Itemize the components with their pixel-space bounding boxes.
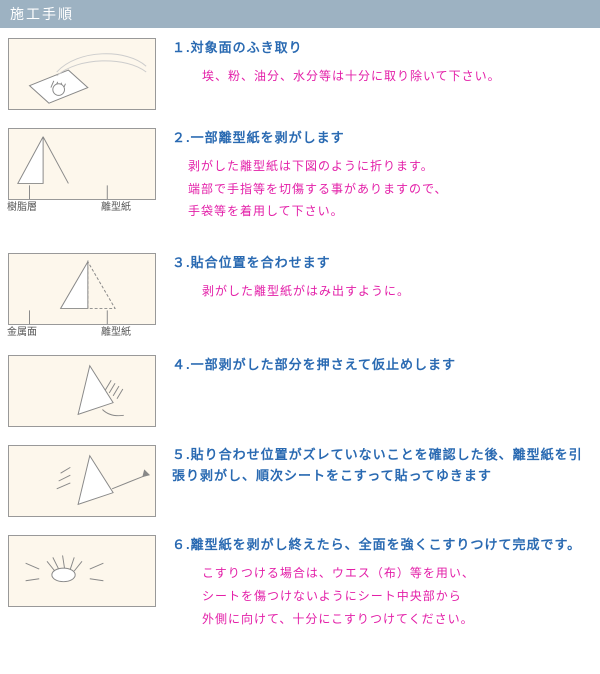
- step-6: ６.離型紙を剥がし終えたら、全面を強くこすりつけて完成です。 こすりつける場合は…: [8, 535, 592, 630]
- step-2-text: ２.一部離型紙を剥がします 剥がした離型紙は下図のように折ります。端部で手指等を…: [172, 128, 592, 223]
- step-6-desc: こすりつける場合は、ウエス（布）等を用い、シートを傷つけないようにシート中央部か…: [172, 562, 592, 630]
- step-5-thumb: [8, 445, 156, 517]
- thumb-label: 離型紙: [101, 328, 131, 338]
- step-1-title: １.対象面のふき取り: [172, 38, 592, 59]
- step-1-text: １.対象面のふき取り 埃、粉、油分、水分等は十分に取り除いて下さい。: [172, 38, 592, 88]
- step-4: ４.一部剥がした部分を押さえて仮止めします: [8, 355, 592, 427]
- step-4-text: ４.一部剥がした部分を押さえて仮止めします: [172, 355, 592, 382]
- step-5: ５.貼り合わせ位置がズレていないことを確認した後、離型紙を引張り剥がし、順次シー…: [8, 445, 592, 517]
- step-4-thumb: [8, 355, 156, 427]
- step-6-title: ６.離型紙を剥がし終えたら、全面を強くこすりつけて完成です。: [172, 535, 592, 556]
- step-2-desc: 剥がした離型紙は下図のように折ります。端部で手指等を切傷する事がありますので、手…: [172, 155, 592, 223]
- step-3-title: ３.貼合位置を合わせます: [172, 253, 592, 274]
- header-title: 施工手順: [10, 6, 74, 22]
- step-6-text: ６.離型紙を剥がし終えたら、全面を強くこすりつけて完成です。 こすりつける場合は…: [172, 535, 592, 630]
- thumb-label: 金属面: [7, 328, 37, 338]
- content: １.対象面のふき取り 埃、粉、油分、水分等は十分に取り除いて下さい。 樹脂層離型…: [0, 28, 600, 668]
- step-1: １.対象面のふき取り 埃、粉、油分、水分等は十分に取り除いて下さい。: [8, 38, 592, 110]
- step-2-thumb: 樹脂層離型紙: [8, 128, 156, 200]
- step-3: 金属面離型紙 ３.貼合位置を合わせます 剥がした離型紙がはみ出すように。: [8, 253, 592, 325]
- step-3-thumb: 金属面離型紙: [8, 253, 156, 325]
- step-5-text: ５.貼り合わせ位置がズレていないことを確認した後、離型紙を引張り剥がし、順次シー…: [172, 445, 592, 493]
- header-bar: 施工手順: [0, 0, 600, 28]
- step-2-title: ２.一部離型紙を剥がします: [172, 128, 592, 149]
- step-2: 樹脂層離型紙 ２.一部離型紙を剥がします 剥がした離型紙は下図のように折ります。…: [8, 128, 592, 223]
- step-1-desc: 埃、粉、油分、水分等は十分に取り除いて下さい。: [172, 65, 592, 88]
- step-3-desc: 剥がした離型紙がはみ出すように。: [172, 280, 592, 303]
- step-4-title: ４.一部剥がした部分を押さえて仮止めします: [172, 355, 592, 376]
- step-5-title: ５.貼り合わせ位置がズレていないことを確認した後、離型紙を引張り剥がし、順次シー…: [172, 445, 592, 487]
- thumb-label: 離型紙: [101, 203, 131, 213]
- thumb-label: 樹脂層: [7, 203, 37, 213]
- step-1-thumb: [8, 38, 156, 110]
- step-6-thumb: [8, 535, 156, 607]
- step-3-text: ３.貼合位置を合わせます 剥がした離型紙がはみ出すように。: [172, 253, 592, 303]
